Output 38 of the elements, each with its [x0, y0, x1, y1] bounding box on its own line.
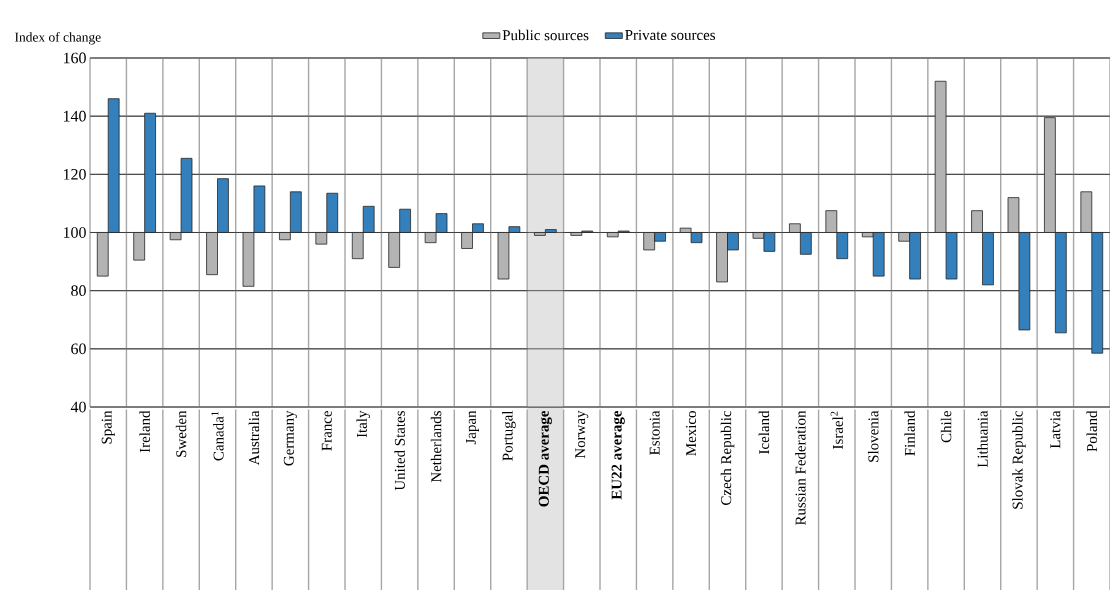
x-tick-label: Norway [575, 410, 589, 459]
x-tick-label: Sweden [175, 410, 187, 457]
x-tick-label: Japan [466, 410, 479, 445]
x-tick-label: Italy [356, 410, 370, 438]
x-tick-label: Estonia [649, 410, 660, 455]
x-tick-label: Iceland [758, 410, 770, 454]
x-tick-label: Finland [904, 410, 915, 456]
y-tick-label: 100 [63, 227, 86, 238]
x-tick-label: Chile [940, 411, 952, 443]
x-tick-label: Czech Republic [720, 410, 735, 505]
x-tick-label: Lithuania [977, 410, 988, 468]
x-tick-label: Mexico [686, 411, 697, 456]
y-tick-label: 140 [63, 110, 86, 122]
x-tick-label: EU22 average [611, 410, 625, 500]
x-tick-label: OECD average [538, 410, 552, 507]
x-tick-label: Slovak Republic [1012, 410, 1026, 509]
x-tick-label: Canada$^{1}$ [211, 411, 224, 461]
x-tick-label: Netherlands [430, 411, 442, 483]
y-tick-label: 120 [63, 168, 86, 180]
y-tick-label: 60 [71, 343, 86, 355]
legend-label: Public sources [502, 29, 589, 41]
x-tick-label: Russian Federation [795, 410, 806, 526]
y-tick-label: 80 [71, 285, 86, 297]
x-tick-label: Spain [101, 410, 115, 444]
x-tick-label: Portugal [502, 410, 516, 461]
x-tick-label: Slovenia [867, 410, 879, 462]
x-tick-label: United States [394, 411, 405, 491]
y-tick-label: 160 [63, 52, 86, 64]
x-tick-label: Germany [283, 410, 297, 466]
x-tick-label: France [321, 411, 332, 451]
y-tick-label: 40 [70, 401, 86, 413]
x-tick-label: Australia [248, 410, 260, 466]
y-axis-title: Index of change [15, 32, 101, 45]
x-tick-label: Ireland [139, 410, 150, 453]
x-tick-label: Poland [1086, 410, 1098, 452]
x-tick-label: Latvia [1050, 410, 1061, 449]
x-tick-label: Israel$^{2}$ [830, 411, 843, 449]
legend-label: Private sources [625, 29, 716, 40]
